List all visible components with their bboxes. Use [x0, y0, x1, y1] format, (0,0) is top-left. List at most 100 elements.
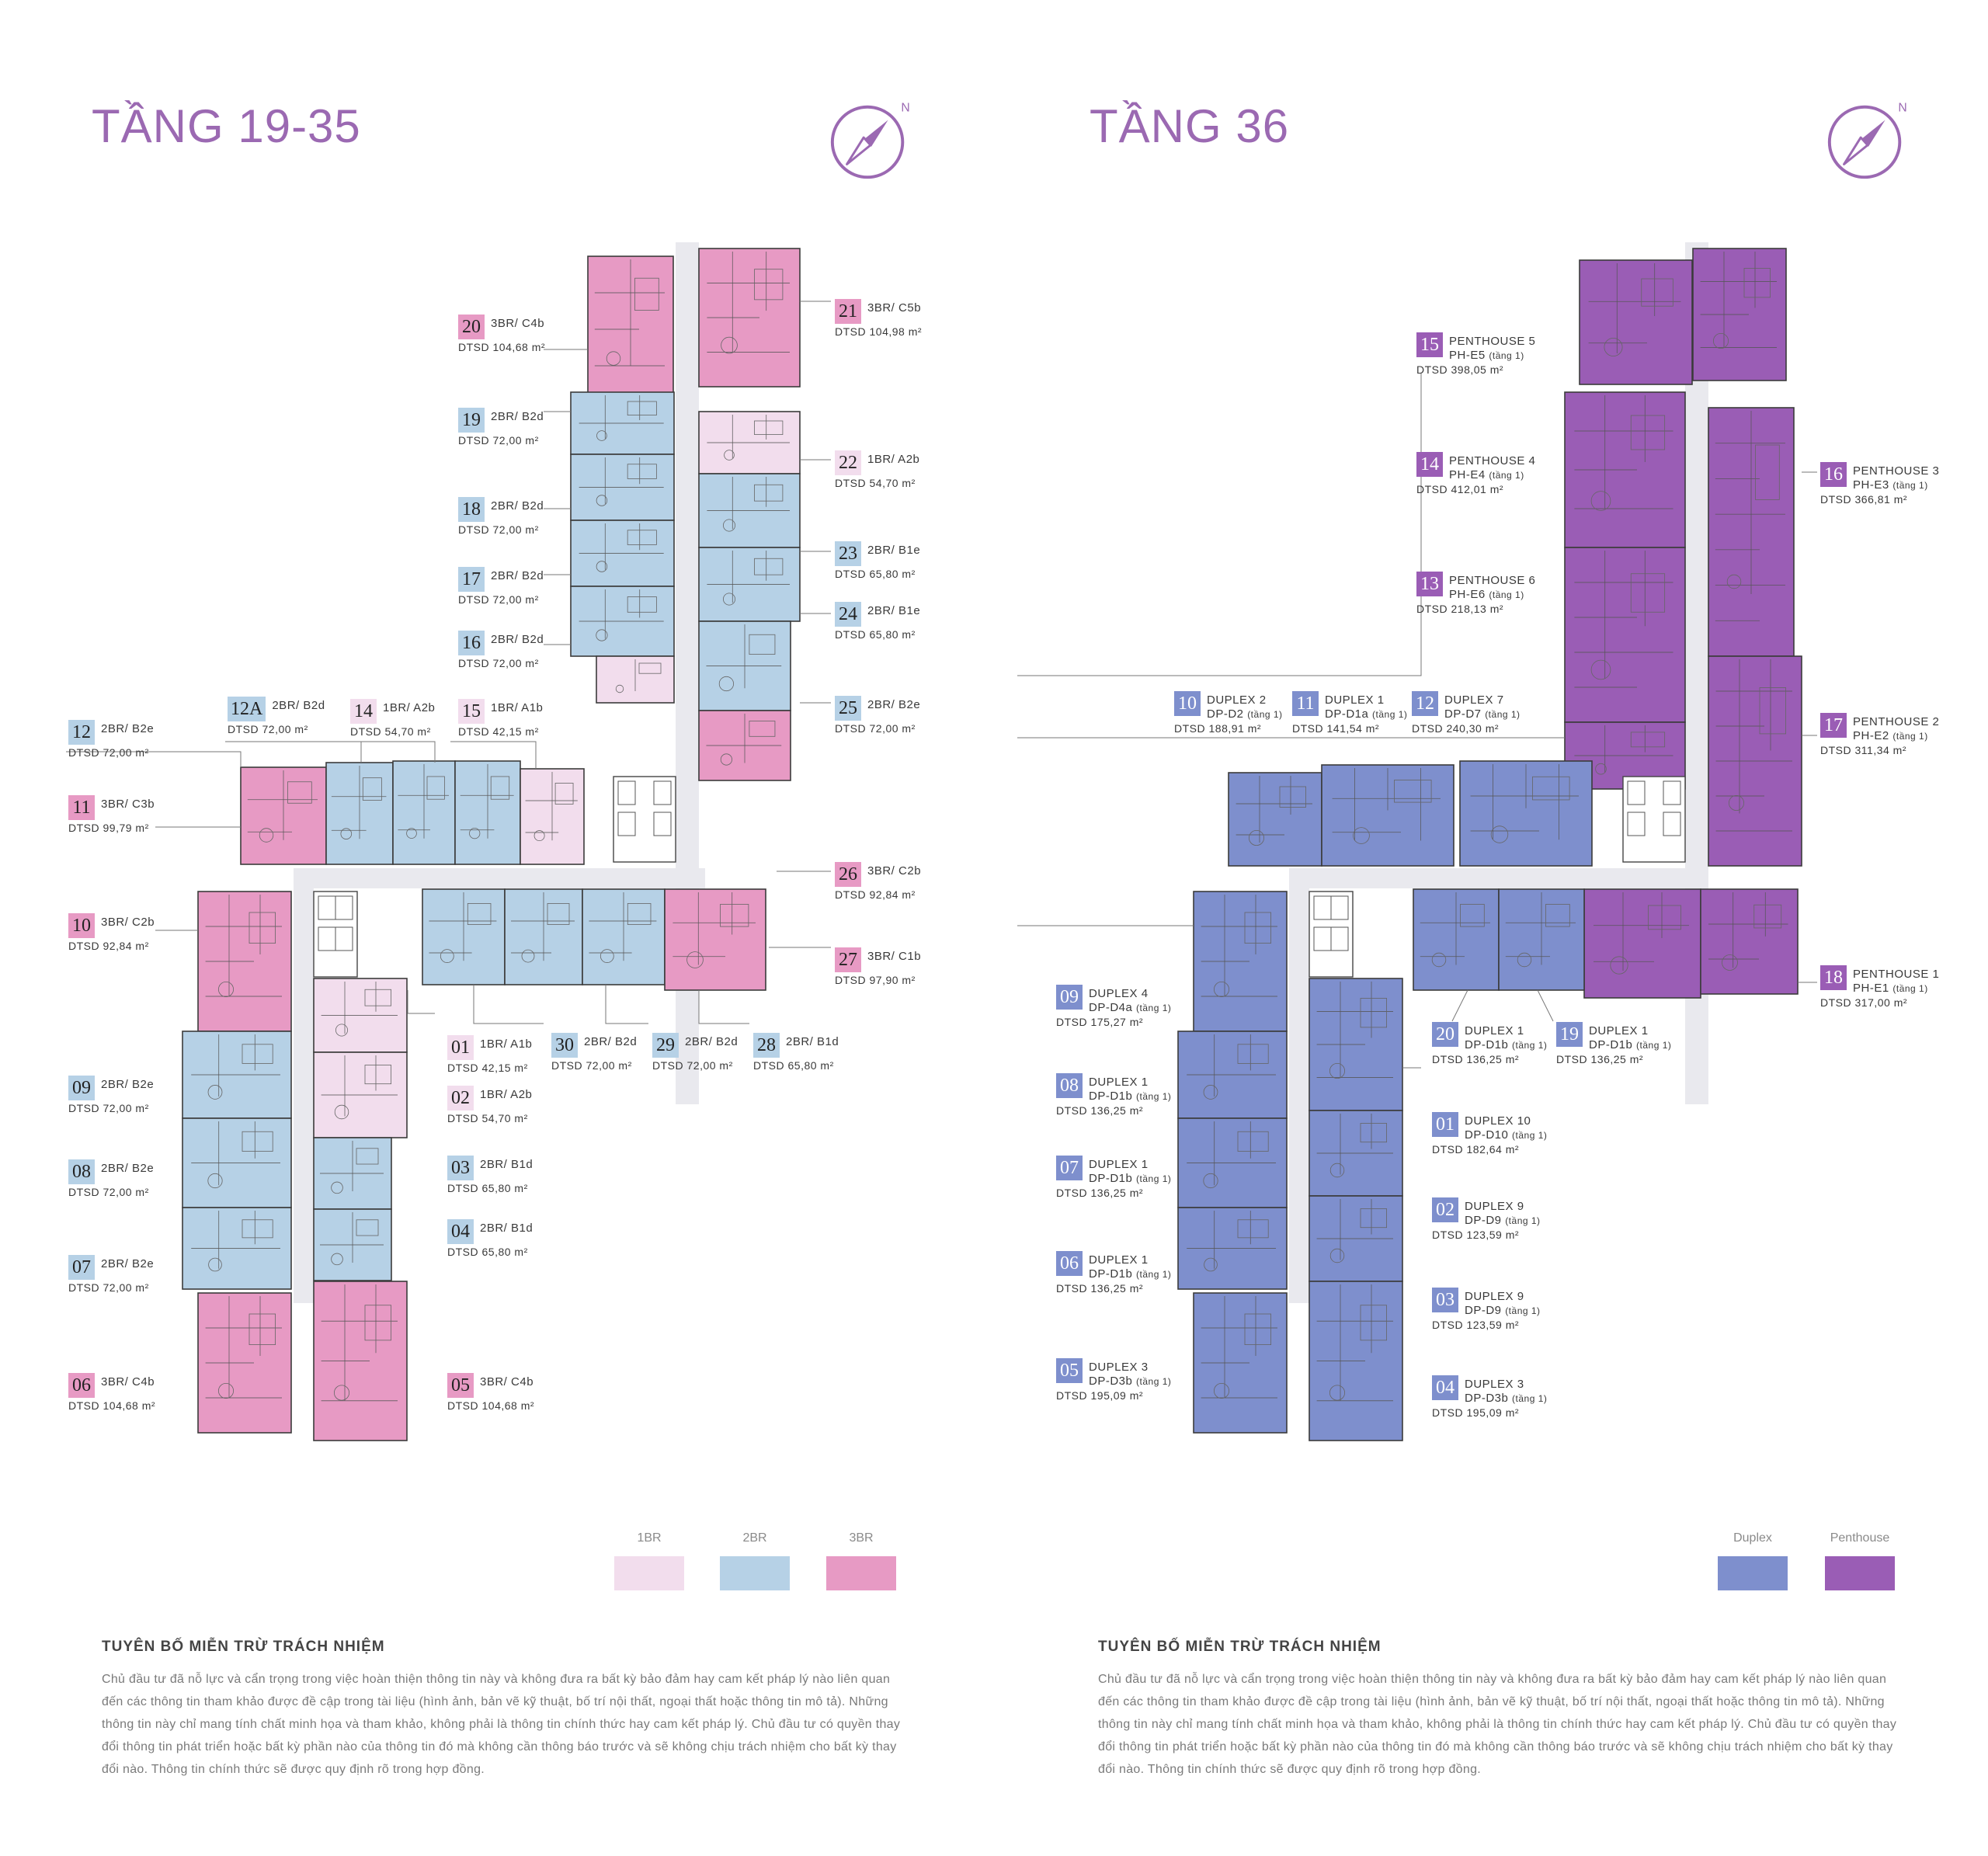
unit-name: PENTHOUSE 4: [1449, 454, 1536, 467]
unit-number-badge: 30: [551, 1033, 578, 1058]
unit-27: [664, 888, 766, 991]
unit-number-badge: 03: [447, 1156, 474, 1180]
unit-code: DP-D7: [1444, 707, 1482, 721]
corridor: [1289, 868, 1701, 888]
unit-06: [197, 1292, 292, 1434]
unit-name: PENTHOUSE 3: [1853, 464, 1940, 478]
unit-area: DTSD 123,59 m²: [1432, 1319, 1520, 1332]
unit-number-badge: 23: [835, 541, 861, 566]
leader-line: [407, 990, 435, 1014]
duplex-d1b-08: [1177, 1031, 1288, 1119]
unit-floor-note: (tầng 1): [1136, 1002, 1172, 1013]
duplex-d9-02: [1309, 1110, 1403, 1197]
unit-name: DUPLEX 1: [1089, 1076, 1149, 1089]
legend-swatch-duplex: [1718, 1556, 1788, 1590]
corridor: [294, 868, 705, 888]
unit-floor-note: (tầng 1): [1136, 1090, 1172, 1102]
unit-name: DUPLEX 1: [1325, 693, 1385, 707]
unit-code: DP-D1b: [1465, 1037, 1509, 1051]
unit-label-26: 26 3BR/ C2b DTSD 92,84 m²: [835, 862, 921, 902]
compass-north-letter: N: [901, 102, 909, 115]
unit-area: DTSD 42,15 m²: [458, 725, 539, 738]
unit-area: DTSD 54,70 m²: [447, 1112, 528, 1124]
unit-floor-note: (tầng 1): [1892, 982, 1928, 994]
unit-number-badge: 04: [447, 1219, 474, 1244]
floor-plan-36: [994, 233, 1988, 1475]
unit-area: DTSD 65,80 m²: [835, 568, 916, 580]
unit-type: 1BR/ A1b: [491, 701, 544, 714]
legend-item-2br: 2BR: [720, 1531, 790, 1590]
unit-name: DUPLEX 10: [1465, 1114, 1531, 1128]
unit-label-05: 05 3BR/ C4b DTSD 104,68 m²: [447, 1373, 534, 1413]
unit-name: DUPLEX 1: [1465, 1024, 1524, 1037]
duplex-d3b-04: [1309, 1281, 1403, 1441]
unit-type: 2BR/ B1d: [786, 1035, 839, 1048]
unit-code: DP-D9: [1465, 1213, 1502, 1227]
unit-04: [313, 1208, 392, 1281]
unit-type: 2BR/ B2d: [584, 1035, 638, 1048]
unit-area: DTSD 123,59 m²: [1432, 1229, 1520, 1242]
unit-label-28: 28 2BR/ B1d DTSD 65,80 m²: [753, 1033, 839, 1072]
disclaimer-body: Chủ đầu tư đã nỗ lực và cẩn trọng trong …: [102, 1673, 901, 1776]
unit-label-27: 27 3BR/ C1b DTSD 97,90 m²: [835, 947, 921, 987]
unit-type: 1BR/ A2b: [383, 701, 436, 714]
unit-25: [698, 620, 791, 711]
page-title-left: TẦNG 19-35: [92, 100, 361, 152]
unit-number-badge: 11: [1292, 691, 1319, 716]
unit-area: DTSD 398,05 m²: [1416, 363, 1504, 377]
unit-label-12A: 12A 2BR/ B2d DTSD 72,00 m²: [228, 697, 325, 736]
unit-floor-note: (tầng 1): [1892, 730, 1928, 742]
unit-11: [240, 766, 327, 865]
unit-label-02: 02 DUPLEX 9 DP-D9 (tầng 1) DTSD 123,59 m²: [1432, 1197, 1541, 1242]
compass-icon: N: [825, 95, 916, 186]
unit-label-19: 19 DUPLEX 1 DP-D1b (tầng 1) DTSD 136,25 m²: [1556, 1022, 1671, 1066]
unit-10: [197, 891, 292, 1032]
unit-number-badge: 01: [1432, 1112, 1458, 1137]
unit-label-14: 14 1BR/ A2b DTSD 54,70 m²: [350, 699, 435, 739]
unit-number-badge: 25: [835, 696, 861, 721]
unit-02: [313, 1051, 408, 1138]
unit-type: 1BR/ A2b: [867, 453, 920, 466]
unit-number-badge: 09: [68, 1076, 95, 1100]
duplex-d1a: [1321, 764, 1455, 867]
unit-number-badge: 15: [458, 699, 485, 724]
unit-14b: [454, 760, 521, 865]
unit-area: DTSD 182,64 m²: [1432, 1143, 1520, 1156]
unit-number-badge: 09: [1056, 985, 1083, 1010]
unit-floor-note: (tầng 1): [1489, 589, 1524, 600]
unit-type: 3BR/ C2b: [101, 916, 155, 929]
unit-code: DP-D9: [1465, 1303, 1502, 1317]
unit-label-20: 20 DUPLEX 1 DP-D1b (tầng 1) DTSD 136,25 m²: [1432, 1022, 1547, 1066]
unit-label-06: 06 DUPLEX 1 DP-D1b (tầng 1) DTSD 136,25 m²: [1056, 1251, 1171, 1295]
unit-area: DTSD 136,25 m²: [1556, 1053, 1644, 1066]
unit-area: DTSD 136,25 m²: [1056, 1104, 1144, 1117]
unit-code: DP-D3b: [1465, 1391, 1509, 1405]
legend-swatch-3br: [826, 1556, 896, 1590]
unit-01: [313, 978, 408, 1053]
unit-area: DTSD 188,91 m²: [1174, 722, 1262, 735]
unit-label-10: 10 3BR/ C2b DTSD 92,84 m²: [68, 913, 155, 953]
unit-code: DP-D10: [1465, 1128, 1509, 1142]
leader-line: [473, 985, 544, 1024]
unit-number-badge: 10: [68, 913, 95, 938]
unit-name: DUPLEX 9: [1465, 1290, 1524, 1303]
unit-label-19: 19 2BR/ B2d DTSD 72,00 m²: [458, 408, 544, 447]
unit-floor-note: (tầng 1): [1136, 1173, 1172, 1184]
legend-swatch-2br: [720, 1556, 790, 1590]
unit-floor-note: (tầng 1): [1505, 1305, 1541, 1316]
unit-code: PH-E3: [1853, 478, 1889, 492]
unit-floor-note: (tầng 1): [1512, 1129, 1548, 1141]
unit-area: DTSD 317,00 m²: [1820, 996, 1908, 1010]
unit-number-badge: 22: [835, 450, 861, 475]
unit-15b: [596, 655, 675, 704]
unit-area: DTSD 240,30 m²: [1412, 722, 1500, 735]
corridor: [1289, 868, 1309, 1303]
duplex-d3b-05: [1193, 1292, 1288, 1434]
unit-label-09: 09 2BR/ B2e DTSD 72,00 m²: [68, 1076, 154, 1115]
unit-label-22: 22 1BR/ A2b DTSD 54,70 m²: [835, 450, 919, 490]
unit-label-23: 23 2BR/ B1e DTSD 65,80 m²: [835, 541, 920, 581]
leader-line: [1017, 373, 1422, 676]
unit-code: PH-E2: [1853, 728, 1889, 742]
unit-area: DTSD 311,34 m²: [1820, 744, 1906, 757]
legend-item-duplex: Duplex: [1718, 1531, 1788, 1590]
